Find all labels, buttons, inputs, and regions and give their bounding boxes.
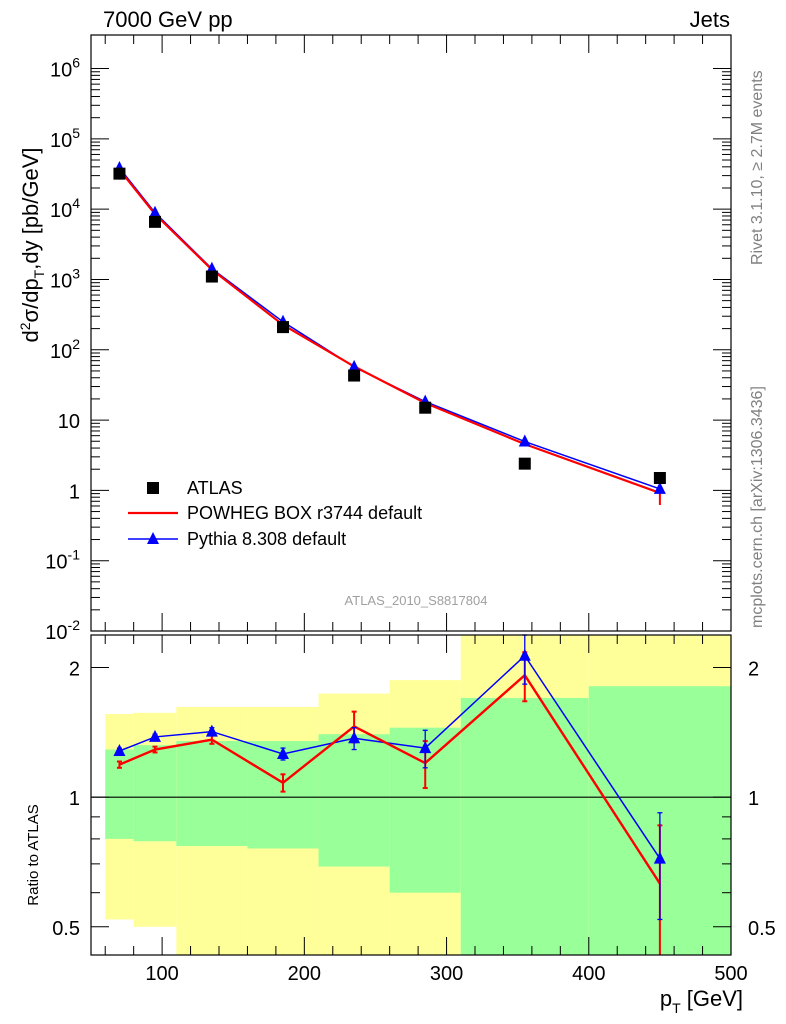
pythia-ratio-marker (277, 746, 289, 759)
main-y-tick-label: 10 (58, 411, 80, 433)
main-y-tick-label: 104 (50, 195, 80, 222)
atlas-data-point (653, 472, 666, 485)
pythia-line (118, 167, 661, 490)
legend-pythia-marker (147, 532, 159, 544)
pythia-ratio-marker (113, 743, 126, 756)
x-tick-label: 200 (288, 963, 321, 985)
main-y-tick-label: 10-2 (45, 617, 80, 644)
powheg-line (118, 168, 661, 494)
main-series (113, 160, 666, 505)
pythia-ratio-marker (348, 731, 361, 744)
legend: ATLAS POWHEG BOX r3744 default Pythia 8.30… (128, 478, 422, 549)
pythia-marker (518, 434, 531, 447)
pythia-ratio-marker (518, 648, 531, 661)
ratio-y-tick-label: 0.5 (52, 918, 80, 940)
ratio-y-tick-label-right: 0.5 (748, 918, 776, 940)
x-tick-label: 100 (145, 963, 178, 985)
legend-label: Pythia 8.308 default (187, 529, 346, 549)
main-axes: 10-2 10-1 1 10 102 103 104 105 106 (45, 35, 732, 644)
powheg-ratio-line (118, 673, 661, 885)
header-right: Jets (690, 7, 730, 32)
main-y-tick-label: 103 (50, 265, 80, 292)
ratio-y-tick-label: 2 (69, 659, 80, 681)
band-inner-bin (460, 697, 589, 955)
band-inner-bin (133, 745, 177, 842)
atlas-data-point (348, 369, 361, 382)
atlas-data-point (113, 167, 126, 180)
band-inner-bin (176, 741, 248, 847)
rivet-label: Rivet 3.1.10, ≥ 2.7M events (749, 70, 766, 265)
ratio-series (113, 634, 666, 955)
pythia-ratio-marker (419, 741, 432, 754)
main-plot-frame (90, 34, 732, 632)
ratio-axes: 0.5 0.5 1 1 2 2 100 200 300 400 500 (52, 635, 776, 985)
atlas-data-point (419, 401, 432, 414)
atlas-data-point (149, 215, 161, 228)
pythia-ratio-line (119, 654, 661, 860)
ratio-y-tick-label-right: 1 (748, 788, 759, 810)
legend-atlas-marker (147, 482, 159, 494)
atlas-data-point (205, 270, 218, 283)
ratio-y-tick-label-right: 2 (748, 659, 759, 681)
atlas-data-point (518, 457, 531, 470)
ratio-y-tick-label: 1 (69, 788, 80, 810)
legend-label: POWHEG BOX r3744 default (187, 503, 422, 523)
pythia-marker (348, 359, 361, 372)
x-tick-label: 500 (714, 963, 747, 985)
main-y-tick-label: 106 (50, 55, 80, 82)
ratio-uncertainty-bands (105, 635, 731, 955)
pythia-ratio-marker (205, 724, 218, 737)
legend-label: ATLAS (187, 478, 243, 498)
ratio-y-axis-label: Ratio to ATLAS (25, 804, 42, 905)
pythia-marker (653, 481, 666, 494)
band-inner-bin (318, 734, 390, 867)
atlas-data-point (277, 321, 289, 334)
pythia-ratio-marker (653, 851, 666, 864)
mcplots-label: mcplots.cern.ch [arXiv:1306.3436] (749, 386, 766, 628)
x-tick-label: 300 (430, 963, 463, 985)
ratio-plot-frame (90, 634, 732, 956)
pythia-marker (149, 205, 161, 218)
x-axis-label: pT [GeV] (660, 986, 743, 1016)
main-y-axis-label: d2σ/dpT,dy [pb/GeV] (17, 147, 47, 342)
analysis-id: ATLAS_2010_S8817804 (345, 593, 488, 608)
x-tick-label: 400 (572, 963, 605, 985)
main-y-tick-label: 1 (69, 481, 80, 503)
header-left: 7000 GeV pp (103, 7, 233, 32)
pythia-ratio-marker (149, 729, 161, 742)
main-y-tick-label: 10-1 (45, 547, 80, 574)
main-y-tick-label: 105 (50, 125, 80, 152)
main-y-tick-label: 102 (50, 336, 80, 363)
